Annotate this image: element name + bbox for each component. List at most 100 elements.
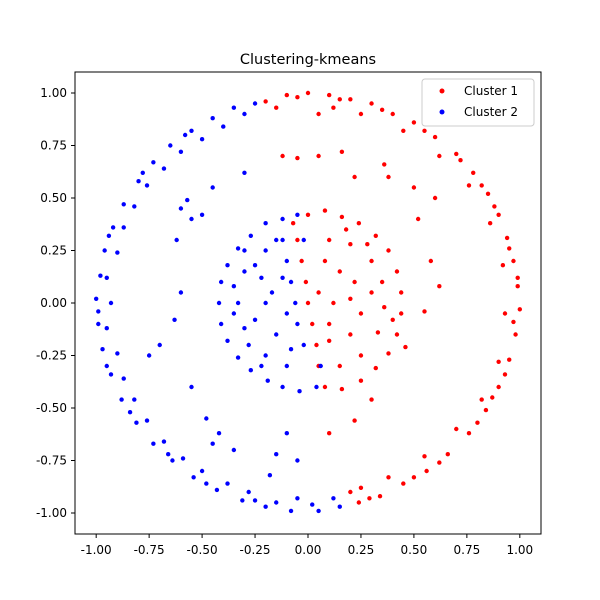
y-tick-label: -0.75 bbox=[36, 454, 67, 468]
cluster-2-point bbox=[235, 246, 241, 251]
cluster-1-point bbox=[369, 258, 374, 264]
cluster-2-point bbox=[288, 347, 294, 352]
cluster-2-point bbox=[151, 160, 156, 165]
cluster-2-point bbox=[263, 300, 268, 306]
x-tick-label: -0.25 bbox=[240, 543, 271, 557]
cluster-2-point bbox=[295, 321, 300, 327]
cluster-1-point bbox=[500, 263, 506, 268]
y-tick-label: 0.00 bbox=[40, 296, 67, 310]
x-tick-label: 0.50 bbox=[401, 543, 428, 557]
cluster-2-point bbox=[178, 206, 184, 211]
cluster-1-point bbox=[437, 460, 442, 465]
cluster-2-point bbox=[121, 376, 126, 381]
cluster-2-point bbox=[104, 275, 109, 280]
cluster-2-point bbox=[284, 311, 290, 316]
cluster-1-point bbox=[295, 155, 300, 161]
cluster-1-point bbox=[403, 344, 408, 350]
legend: Cluster 1 Cluster 2 bbox=[421, 78, 535, 127]
x-tick-label: -0.50 bbox=[187, 543, 218, 557]
cluster-2-point bbox=[221, 124, 226, 129]
cluster-2-point bbox=[104, 326, 109, 331]
cluster-1-point bbox=[348, 97, 353, 102]
cluster-2-point bbox=[161, 439, 167, 444]
cluster-1-point bbox=[379, 107, 385, 113]
cluster-1-point bbox=[466, 431, 472, 436]
cluster-2-point bbox=[280, 237, 285, 243]
cluster-2-point bbox=[151, 441, 156, 446]
cluster-1-point bbox=[322, 258, 328, 264]
cluster-1-point bbox=[515, 284, 520, 289]
cluster-1-point bbox=[358, 353, 364, 358]
cluster-1-point bbox=[517, 307, 523, 312]
cluster-2-point bbox=[252, 263, 258, 268]
cluster-1-point bbox=[365, 242, 370, 247]
cluster-1-point bbox=[422, 309, 427, 314]
cluster-2-point bbox=[216, 431, 222, 436]
cluster-1-point bbox=[299, 258, 304, 264]
cluster-1-point bbox=[458, 158, 463, 163]
cluster-1-point bbox=[475, 420, 480, 425]
cluster-2-point bbox=[191, 475, 196, 480]
cluster-1-point bbox=[322, 208, 328, 213]
cluster-1-point bbox=[316, 153, 321, 159]
cluster-2-point bbox=[314, 384, 319, 390]
cluster-1-point bbox=[507, 357, 512, 362]
cluster-1-point bbox=[485, 191, 491, 196]
cluster-2-point bbox=[246, 489, 251, 495]
cluster-2-point bbox=[115, 250, 120, 255]
cluster-2-point bbox=[295, 212, 300, 217]
cluster-2-point bbox=[288, 508, 294, 514]
cluster-2-point bbox=[189, 128, 194, 133]
x-tick-label: -1.00 bbox=[81, 543, 112, 557]
cluster-2-point bbox=[274, 500, 279, 505]
cluster-1-point bbox=[326, 338, 332, 343]
cluster-1-point bbox=[377, 494, 383, 499]
cluster-1-point bbox=[356, 500, 362, 505]
cluster-1-point bbox=[386, 475, 391, 480]
cluster-2-point bbox=[210, 116, 215, 121]
cluster-2-point bbox=[265, 378, 270, 383]
cluster-1-point bbox=[382, 305, 387, 310]
cluster-1-point bbox=[305, 212, 311, 217]
cluster-1-point bbox=[316, 290, 321, 295]
cluster-2-point bbox=[280, 275, 285, 280]
cluster-1-point bbox=[352, 279, 357, 285]
cluster-1-point bbox=[369, 290, 374, 295]
cluster-1-point bbox=[513, 332, 518, 337]
cluster-1-point bbox=[511, 258, 516, 264]
cluster-1-point bbox=[424, 468, 429, 474]
cluster-1-point bbox=[337, 97, 342, 102]
cluster-1-point bbox=[411, 185, 417, 190]
y-tick-label: -0.50 bbox=[36, 401, 67, 415]
cluster-2-point bbox=[263, 248, 268, 253]
cluster-1-point bbox=[399, 290, 404, 295]
cluster-2-point bbox=[284, 363, 290, 369]
cluster-1-point bbox=[348, 296, 353, 301]
cluster-2-point bbox=[267, 473, 273, 478]
cluster-1-point bbox=[305, 90, 311, 96]
cluster-2-point bbox=[231, 284, 237, 289]
cluster-1-point bbox=[274, 105, 279, 110]
cluster-1-point bbox=[390, 317, 395, 322]
cluster-2-point bbox=[100, 347, 105, 352]
cluster-2-point bbox=[115, 351, 120, 356]
cluster-2-point bbox=[274, 452, 279, 457]
cluster-2-point bbox=[310, 502, 315, 507]
cluster-1-point bbox=[487, 221, 493, 226]
cluster-2-point bbox=[210, 441, 215, 446]
cluster-1-point bbox=[437, 284, 442, 289]
legend-box bbox=[421, 78, 535, 127]
cluster-2-point bbox=[210, 185, 215, 190]
cluster-2-point bbox=[146, 353, 152, 358]
cluster-2-point bbox=[248, 368, 254, 373]
cluster-1-point bbox=[263, 99, 268, 104]
y-tick-label: -1.00 bbox=[36, 506, 67, 520]
cluster-2-point bbox=[98, 273, 103, 278]
cluster-1-point bbox=[386, 351, 391, 356]
cluster-2-point bbox=[284, 431, 290, 436]
cluster-1-point bbox=[295, 95, 300, 100]
cluster-2-point bbox=[225, 481, 230, 486]
cluster-2-point bbox=[259, 363, 264, 369]
cluster-1-point bbox=[479, 397, 484, 402]
cluster-2-point bbox=[161, 166, 167, 171]
